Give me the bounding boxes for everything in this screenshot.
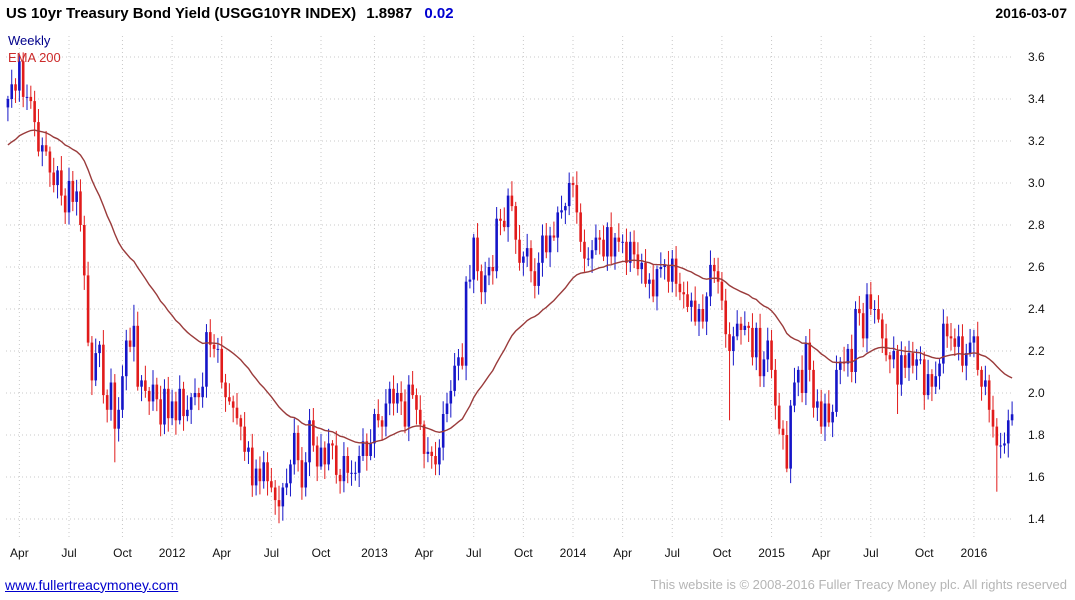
- svg-text:Oct: Oct: [915, 546, 934, 560]
- svg-text:2014: 2014: [560, 546, 587, 560]
- svg-text:3.0: 3.0: [1028, 176, 1045, 190]
- svg-text:1.8: 1.8: [1028, 428, 1045, 442]
- svg-text:Oct: Oct: [312, 546, 331, 560]
- last-price: 1.8987: [366, 5, 413, 22]
- svg-text:2.6: 2.6: [1028, 260, 1045, 274]
- price-chart-canvas: 1.4 1.6 1.8 2.0 2.2 2.4 2.6 2.8 3.0 3.2 3.4 3.6 Apr J…: [6, 36, 1045, 560]
- chart-title: US 10yr Treasury Bond Yield (USGG10YR IN…: [6, 5, 357, 22]
- site-link[interactable]: www.fullertreacymoney.com: [5, 576, 179, 593]
- x-axis-labels: Apr Jul Oct 2012 Apr Jul Oct 2013 Apr Jul Oct 2014 A…: [10, 546, 988, 560]
- ema-line: [7, 129, 1013, 445]
- svg-text:Apr: Apr: [212, 546, 231, 560]
- gridlines: [6, 36, 1014, 540]
- svg-text:2.2: 2.2: [1028, 344, 1045, 358]
- chart-header: US 10yr Treasury Bond Yield (USGG10YR IN…: [0, 0, 1075, 28]
- svg-text:Apr: Apr: [415, 546, 434, 560]
- svg-text:Oct: Oct: [514, 546, 533, 560]
- ema-label: EMA 200: [8, 50, 61, 65]
- svg-text:Apr: Apr: [10, 546, 29, 560]
- svg-text:Jul: Jul: [264, 546, 279, 560]
- svg-text:1.4: 1.4: [1028, 512, 1045, 526]
- svg-text:Jul: Jul: [466, 546, 481, 560]
- y-axis-labels: 1.4 1.6 1.8 2.0 2.2 2.4 2.6 2.8 3.0 3.2 3.4 3.6: [1028, 50, 1045, 526]
- timeframe-label: Weekly: [8, 33, 51, 48]
- svg-text:2.8: 2.8: [1028, 218, 1045, 232]
- svg-text:3.2: 3.2: [1028, 134, 1045, 148]
- svg-text:2013: 2013: [361, 546, 388, 560]
- svg-text:Jul: Jul: [863, 546, 878, 560]
- svg-text:Oct: Oct: [713, 546, 732, 560]
- chart-date: 2016-03-07: [995, 5, 1067, 21]
- chart-overlay-labels: Weekly EMA 200: [8, 32, 61, 66]
- price-change: 0.02: [424, 5, 454, 22]
- svg-text:2015: 2015: [758, 546, 785, 560]
- svg-text:2016: 2016: [961, 546, 988, 560]
- svg-text:Jul: Jul: [665, 546, 680, 560]
- svg-text:Apr: Apr: [812, 546, 831, 560]
- svg-text:1.6: 1.6: [1028, 470, 1045, 484]
- svg-text:Oct: Oct: [113, 546, 132, 560]
- copyright-text: This website is © 2008-2016 Fuller Treac…: [650, 577, 1067, 592]
- svg-text:3.4: 3.4: [1028, 92, 1045, 106]
- svg-text:2.0: 2.0: [1028, 386, 1045, 400]
- page-footer: www.fullertreacymoney.com This website i…: [0, 573, 1075, 600]
- svg-text:Jul: Jul: [61, 546, 76, 560]
- svg-text:2012: 2012: [159, 546, 186, 560]
- chart-area: Weekly EMA 200 1.4 1.6 1.8 2.0 2.2 2.4 2.6 2.8 3…: [0, 28, 1075, 573]
- svg-text:Apr: Apr: [613, 546, 632, 560]
- title-block: US 10yr Treasury Bond Yield (USGG10YR IN…: [6, 5, 454, 22]
- svg-text:3.6: 3.6: [1028, 50, 1045, 64]
- svg-text:2.4: 2.4: [1028, 302, 1045, 316]
- candlesticks: [6, 52, 1014, 524]
